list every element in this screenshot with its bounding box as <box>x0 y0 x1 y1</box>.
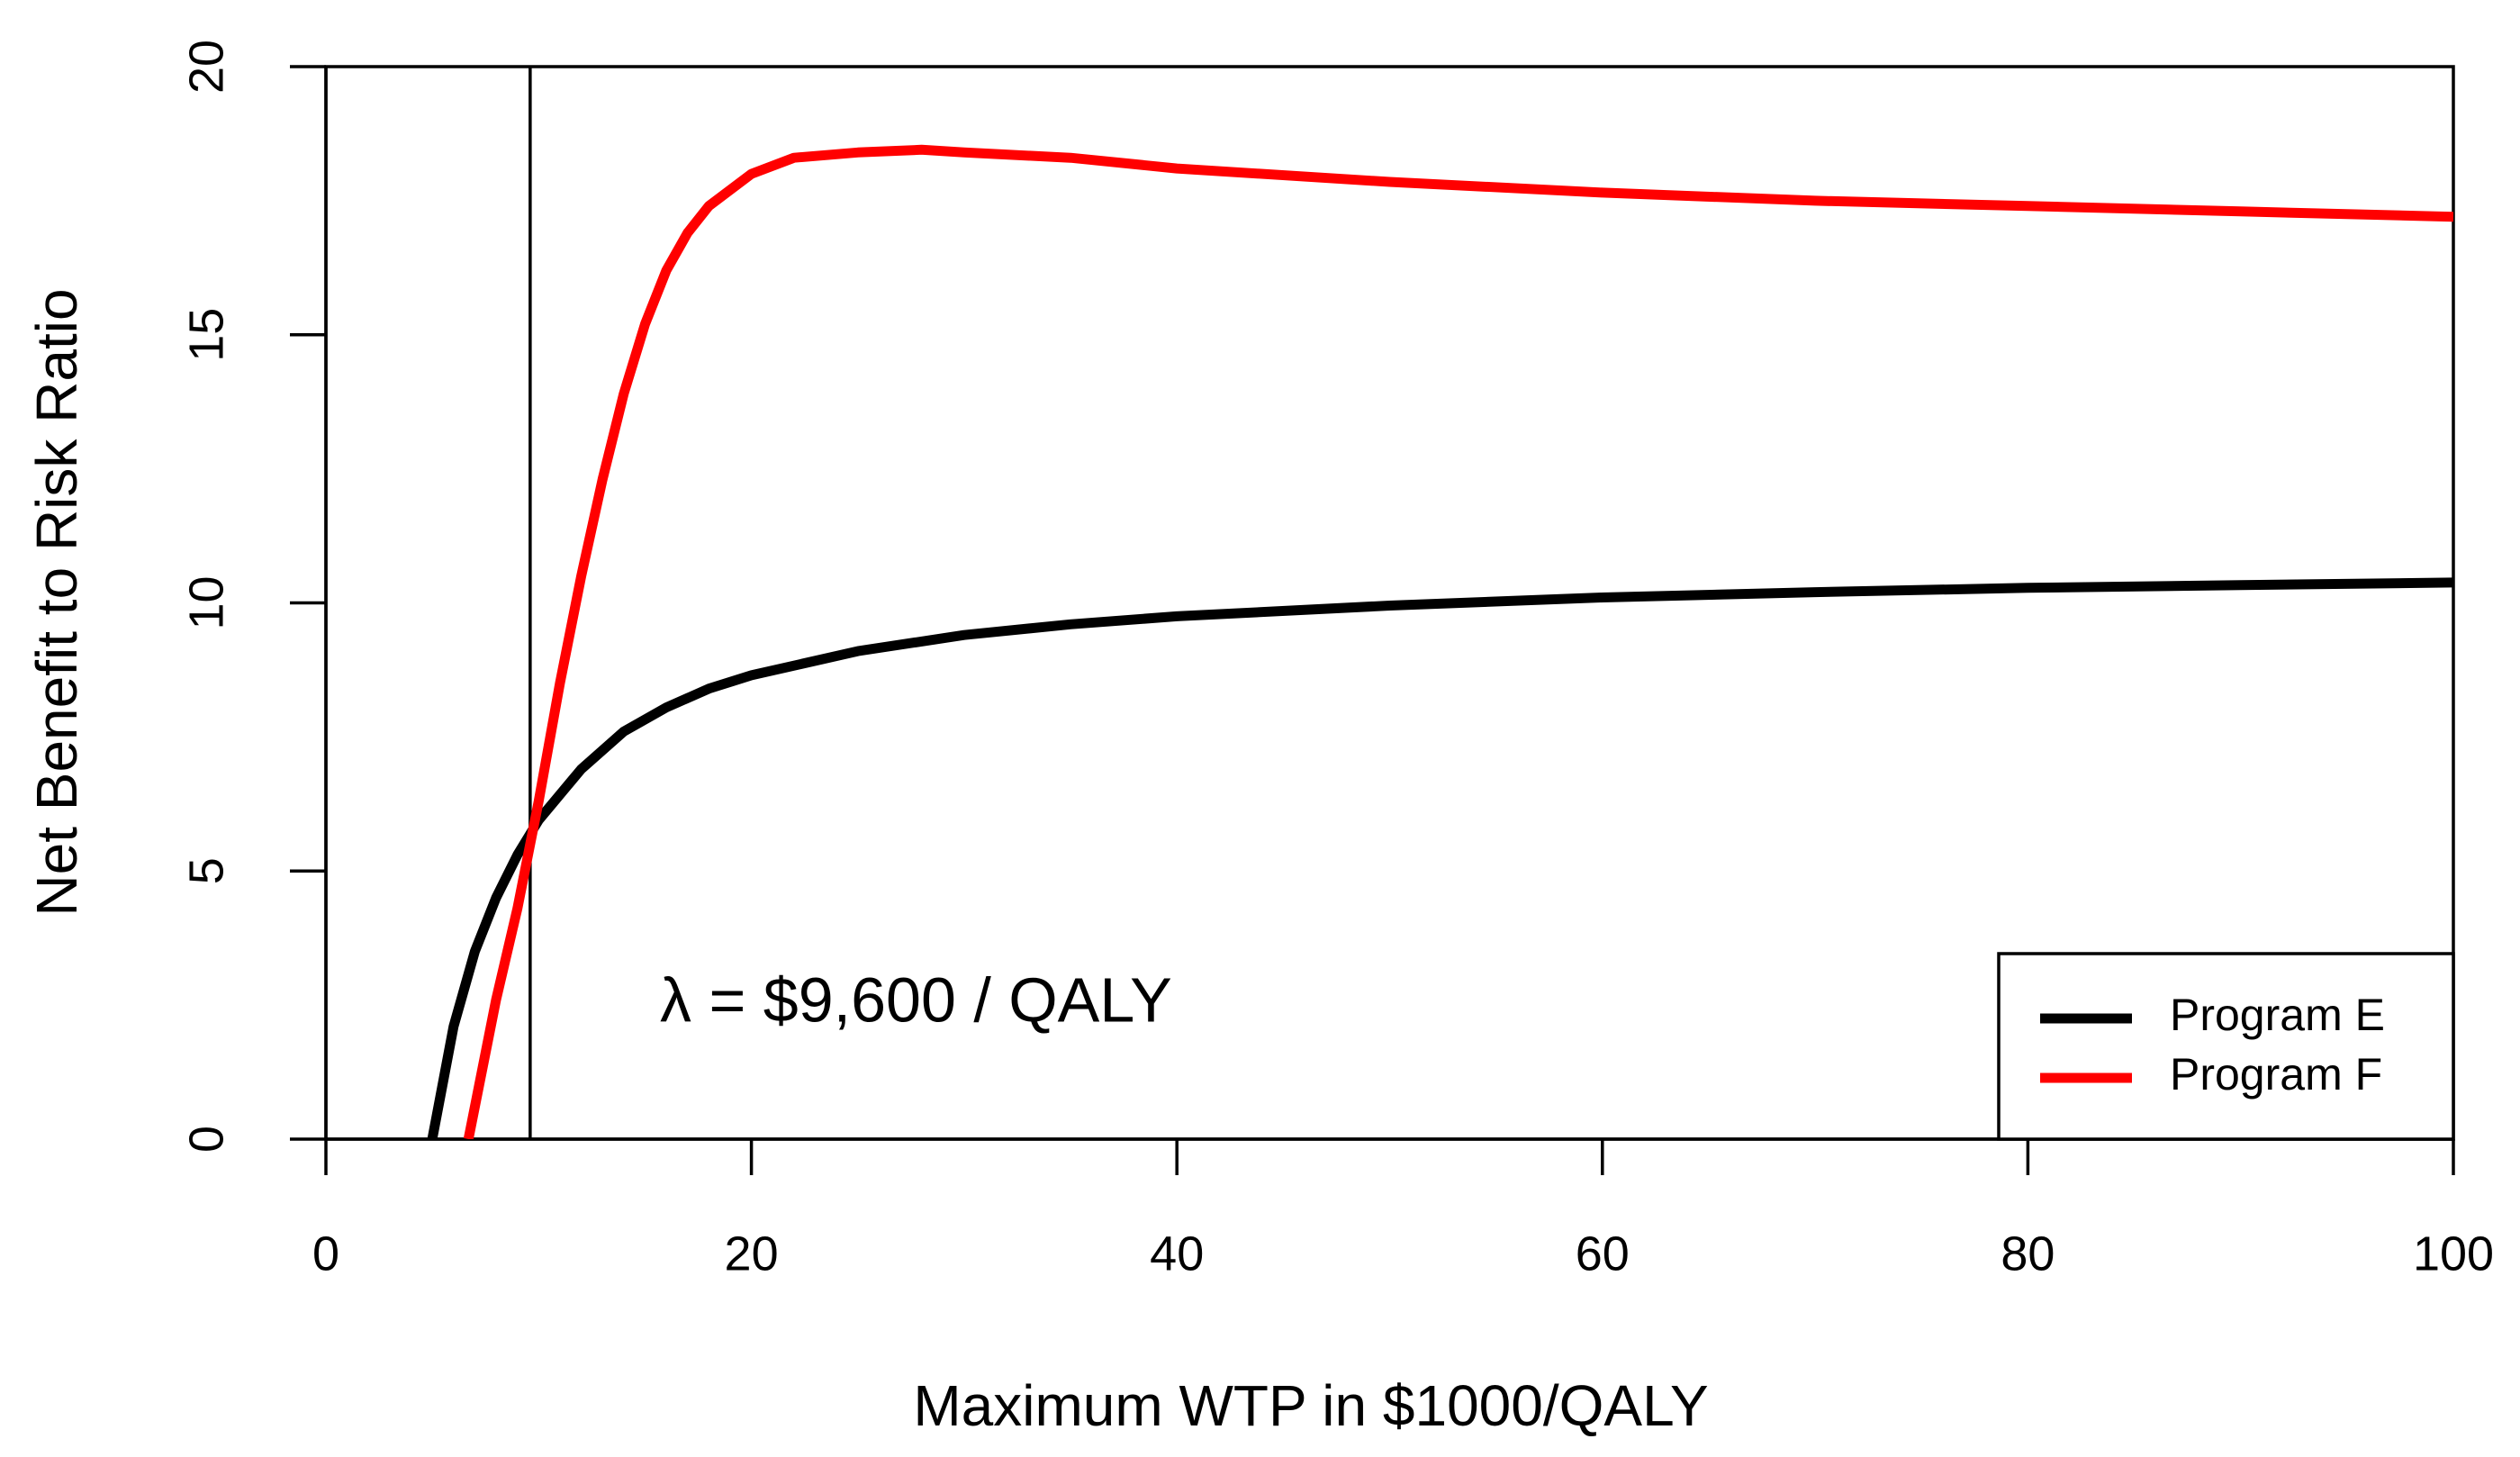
series-line <box>427 577 2453 1139</box>
y-tick-label: 10 <box>179 575 233 629</box>
y-tick-label: 0 <box>179 1126 233 1153</box>
series-line <box>463 144 2453 1139</box>
y-tick-label: 15 <box>179 308 233 362</box>
x-tick-label: 100 <box>2413 1226 2494 1281</box>
x-tick-label: 40 <box>1150 1226 1204 1281</box>
x-tick-label: 20 <box>725 1226 779 1281</box>
x-tick-label: 60 <box>1576 1226 1630 1281</box>
y-axis-label: Net Benefit to Risk Ratio <box>24 288 89 916</box>
y-tick-label: 20 <box>179 40 233 94</box>
annotation: λ = $9,600 / QALY <box>660 964 1172 1035</box>
legend-box <box>1997 952 2455 1141</box>
y-tick-label: 5 <box>179 857 233 884</box>
legend-label: Program E <box>2170 990 2385 1040</box>
x-axis-label: Maximum WTP in $1000/QALY <box>913 1373 1708 1438</box>
x-tick-label: 0 <box>312 1226 339 1281</box>
x-tick-label: 80 <box>2001 1226 2055 1281</box>
legend-label: Program F <box>2170 1049 2382 1100</box>
